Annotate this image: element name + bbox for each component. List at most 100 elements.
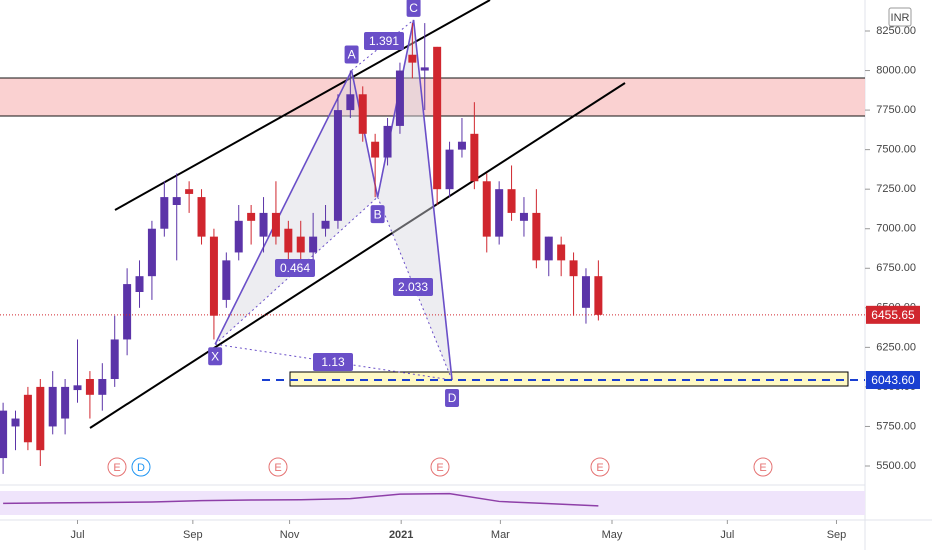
candle-body [482, 181, 491, 237]
candle-body [259, 212, 268, 237]
y-tick-label: 6250.00 [876, 341, 916, 353]
y-tick-label: 8250.00 [876, 25, 916, 37]
event-marker [268, 457, 288, 477]
event-marker [107, 457, 127, 477]
candle-body [123, 284, 132, 340]
pattern-line [412, 19, 453, 381]
event-marker [753, 457, 773, 477]
candle-body [420, 67, 429, 71]
candle-body [172, 197, 181, 205]
point-label: B [374, 207, 382, 221]
resistance-zone [0, 78, 865, 116]
candle-body [23, 394, 32, 443]
pattern-line [376, 19, 415, 198]
event-label: E [274, 462, 281, 474]
ratio-label: 1.391 [369, 34, 399, 48]
ratio-tag [364, 32, 404, 50]
candle-body [470, 133, 479, 182]
y-tick-label: 5750.00 [876, 420, 916, 432]
candle-body [73, 385, 82, 391]
candle-body [36, 386, 45, 451]
point-tag [370, 205, 385, 224]
channel-upper [114, 0, 491, 211]
y-tick-label: 6750.00 [876, 262, 916, 274]
candle-body [532, 212, 541, 261]
candle-body [346, 94, 355, 111]
ratio-tag [393, 278, 433, 296]
candle-body [160, 197, 169, 229]
candle-body [98, 378, 107, 395]
channel-lower [89, 82, 626, 429]
x-tick-label: Sep [827, 529, 847, 541]
candle-body [135, 276, 144, 292]
last-price: 6455.65 [871, 308, 915, 322]
candle-body [0, 410, 8, 459]
last-price-tag [866, 305, 920, 324]
x-tick-label: Jul [720, 529, 734, 541]
y-tick-label: 8000.00 [876, 64, 916, 76]
candle-body [557, 244, 566, 261]
candle-body [222, 260, 231, 300]
candle-body [408, 54, 417, 63]
x-tick-label: 2021 [389, 529, 413, 541]
ratio-tag [313, 353, 353, 371]
currency-box [888, 7, 912, 27]
candle-body [457, 141, 466, 150]
candle-body [358, 94, 367, 134]
y-tick-label: 7000.00 [876, 223, 916, 235]
candle-body [110, 339, 119, 379]
point-tag [344, 45, 359, 64]
candle-body [433, 46, 442, 190]
candle-body [296, 236, 305, 253]
point-label: C [409, 1, 418, 15]
y-tick-label: 7750.00 [876, 104, 916, 116]
ratio-label: 0.464 [280, 261, 310, 275]
candle-body [495, 189, 504, 237]
point-tag [208, 347, 223, 366]
candle-body [85, 378, 94, 395]
candle-body [197, 197, 206, 237]
event-label: E [436, 462, 443, 474]
candle-body [48, 386, 57, 427]
candle-body [247, 212, 256, 221]
point-label: A [348, 48, 356, 62]
event-label: E [759, 462, 766, 474]
candle-body [209, 236, 218, 316]
y-tick-label: 7500.00 [876, 144, 916, 156]
x-tick-label: Nov [280, 529, 300, 541]
candle-body [569, 260, 578, 277]
x-tick-label: May [602, 529, 623, 541]
candle-body [445, 149, 454, 190]
candle-body [309, 236, 318, 253]
pattern-line [214, 70, 353, 345]
target-price-tag [866, 371, 920, 390]
candle-body [321, 220, 330, 229]
target-box [289, 371, 849, 387]
point-label: X [211, 349, 219, 363]
candle-body [544, 236, 553, 261]
rsi-line [3, 492, 599, 507]
event-label: E [596, 462, 603, 474]
candle-body [11, 418, 20, 427]
candle-body [507, 189, 516, 213]
candle-body [234, 220, 243, 253]
ratio-label: 2.033 [398, 280, 428, 294]
y-tick-label: 5500.00 [876, 460, 916, 472]
candle-body [185, 189, 194, 194]
candle-body [371, 141, 380, 158]
x-tick-label: Sep [183, 529, 203, 541]
candle-body [383, 125, 392, 158]
currency: INR [891, 12, 910, 24]
y-tick-label: 7250.00 [876, 183, 916, 195]
target-price: 6043.60 [871, 373, 915, 387]
x-tick-label: Mar [491, 529, 510, 541]
candle-body [147, 228, 156, 277]
point-tag [406, 0, 421, 17]
ratio-tag [275, 259, 315, 277]
candle-body [61, 386, 70, 419]
candle-body [284, 228, 293, 253]
x-tick-label: Jul [70, 529, 84, 541]
point-label: D [448, 391, 457, 405]
point-tag [445, 389, 460, 408]
